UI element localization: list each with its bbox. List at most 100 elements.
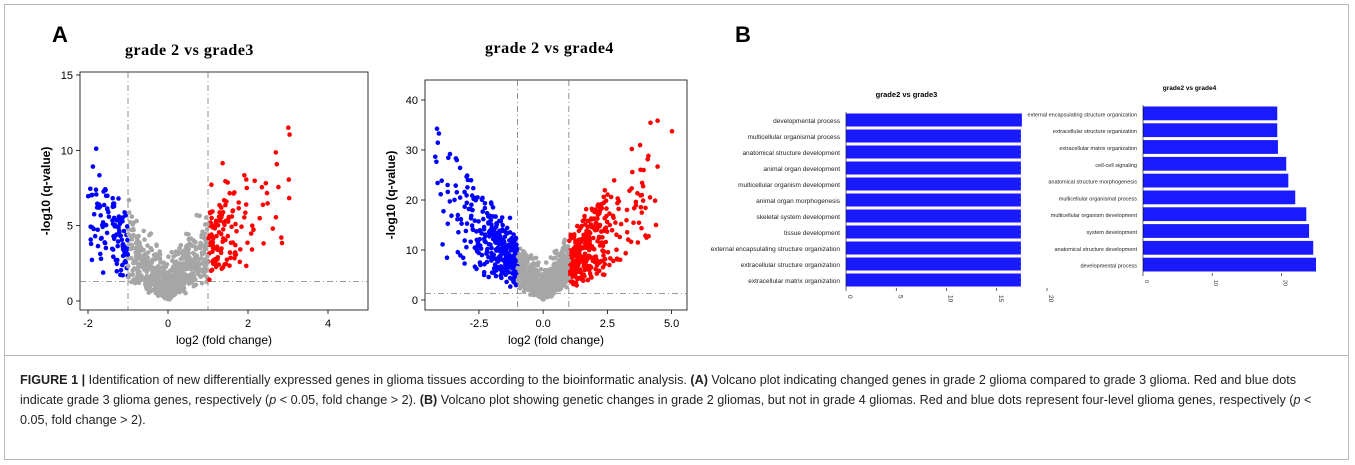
- gene-dot: [596, 234, 602, 240]
- gene-dot: [114, 232, 119, 237]
- bar: [846, 225, 1021, 239]
- gene-dot: [445, 221, 451, 227]
- gene-dot: [550, 281, 556, 286]
- gene-dot: [436, 131, 442, 136]
- x-tick-label: 2: [245, 318, 251, 330]
- gene-dot: [600, 248, 605, 253]
- bar: [1143, 156, 1287, 171]
- gene-dot: [236, 200, 241, 205]
- y-axis-label: -log10 (q-value): [39, 147, 53, 236]
- gene-dot: [524, 281, 530, 286]
- gene-dot: [458, 216, 464, 222]
- gene-dot: [509, 243, 515, 249]
- gene-dot: [503, 261, 508, 267]
- gene-dot: [533, 282, 539, 288]
- gene-dot: [99, 235, 104, 241]
- gene-dot: [521, 249, 527, 255]
- gene-dot: [494, 248, 499, 253]
- gene-dot: [279, 235, 284, 240]
- gene-dot: [566, 258, 572, 263]
- gene-dot: [548, 255, 554, 260]
- gene-dot: [106, 214, 112, 220]
- gene-dot: [465, 185, 470, 190]
- gene-dot: [653, 222, 659, 228]
- y-tick-label: 40: [406, 95, 418, 107]
- gene-dot: [588, 216, 594, 221]
- bar-category-label: extracellular structure organization: [1053, 129, 1137, 135]
- gene-dot: [638, 193, 643, 198]
- gene-dot: [251, 227, 256, 233]
- y-tick-label: 10: [61, 145, 73, 157]
- gene-dot: [554, 286, 560, 292]
- gene-dot: [595, 203, 600, 208]
- gene-dot: [230, 208, 235, 214]
- gene-dot: [177, 246, 182, 251]
- gene-dot: [581, 263, 587, 269]
- bar: [1143, 123, 1278, 138]
- gene-dot: [562, 237, 568, 243]
- gene-dot: [525, 274, 531, 279]
- gene-dot: [602, 256, 608, 262]
- gene-dot: [111, 254, 116, 259]
- gene-dot: [505, 244, 510, 250]
- gene-dot: [208, 268, 214, 274]
- gene-dot: [126, 241, 132, 247]
- gene-dot: [146, 277, 151, 283]
- gene-dot: [114, 224, 119, 229]
- gene-dot: [217, 202, 222, 208]
- gene-dot: [588, 224, 593, 229]
- gene-dot: [561, 256, 566, 261]
- gene-dot: [635, 191, 640, 196]
- x-axis-label: log2 (fold change): [508, 333, 604, 347]
- plot-frame: [79, 71, 369, 311]
- gene-dot: [504, 225, 510, 231]
- gene-dot: [139, 261, 144, 267]
- gene-dot: [593, 266, 598, 272]
- gene-dot: [466, 206, 472, 212]
- gene-dot: [259, 184, 265, 190]
- bar: [846, 257, 1021, 271]
- gene-dot: [219, 266, 224, 271]
- gene-dot: [273, 150, 279, 155]
- gene-dot: [519, 277, 525, 283]
- gene-dot: [633, 199, 639, 205]
- bar: [1143, 224, 1310, 238]
- gene-dot: [441, 209, 446, 214]
- gene-dot: [447, 199, 453, 204]
- gene-dot: [655, 164, 660, 169]
- gene-dot: [439, 178, 444, 183]
- gene-dot: [145, 243, 150, 248]
- gene-dot: [542, 267, 548, 273]
- gene-dot: [601, 194, 606, 200]
- gene-dot: [129, 256, 134, 261]
- x-tick-label: 0: [1143, 280, 1149, 283]
- gene-dot: [135, 237, 140, 242]
- gene-dot: [489, 270, 495, 275]
- gene-dot: [111, 215, 117, 221]
- gene-dot: [434, 126, 440, 131]
- gene-dot: [469, 193, 475, 198]
- gene-dot: [598, 240, 604, 246]
- gene-dot: [201, 261, 207, 266]
- bar: [1143, 240, 1314, 255]
- gene-dot: [469, 223, 475, 228]
- gene-dot: [120, 244, 125, 249]
- gene-dot: [205, 221, 210, 227]
- gene-dot: [220, 227, 226, 232]
- gene-dot: [571, 246, 577, 251]
- gene-dot: [508, 284, 513, 289]
- gene-dot: [196, 259, 201, 265]
- gene-dot: [209, 215, 214, 221]
- gene-dot: [507, 253, 512, 258]
- gene-dot: [491, 266, 497, 271]
- gene-dot: [116, 228, 122, 233]
- gene-dot: [635, 240, 641, 245]
- gene-dot: [507, 238, 512, 243]
- gene-dot: [132, 280, 138, 286]
- gene-dot: [257, 215, 262, 221]
- gene-dot: [493, 273, 499, 279]
- gene-dot: [595, 216, 600, 221]
- gene-dot: [173, 281, 179, 286]
- gene-dot: [543, 260, 549, 265]
- gene-dot: [95, 201, 100, 206]
